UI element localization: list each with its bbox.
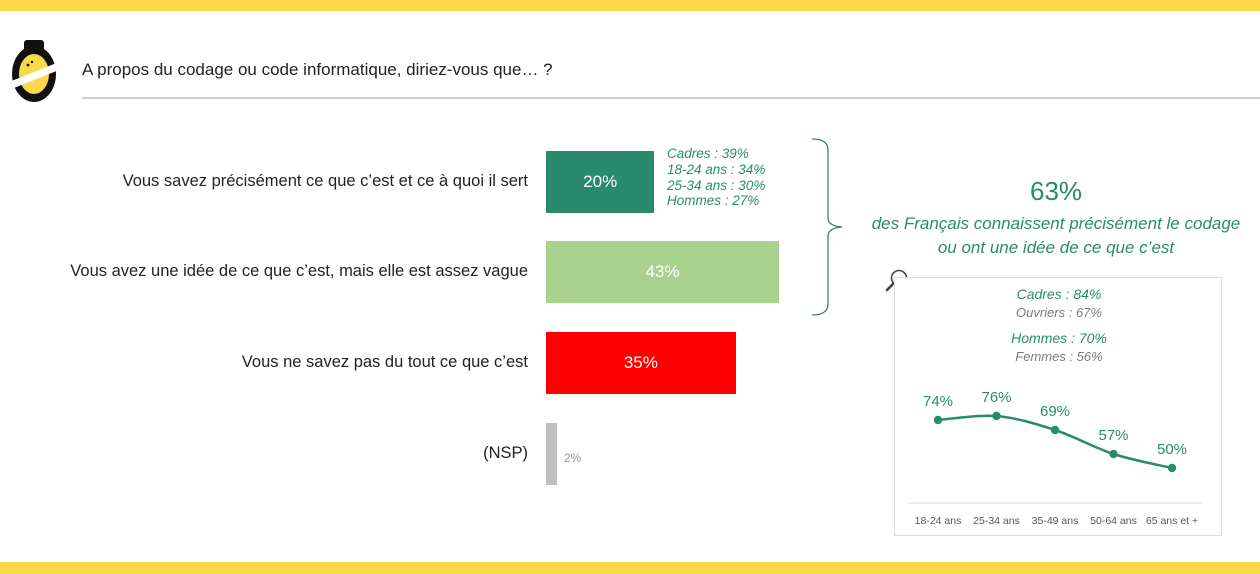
- bar-vague-idea: 43%: [546, 241, 780, 303]
- breakdown-hommes: Hommes : 70%: [1011, 330, 1107, 346]
- x-tick-label: 25-34 ans: [973, 515, 1020, 527]
- bar-annotations: Cadres : 39% 18-24 ans : 34% 25-34 ans :…: [667, 146, 765, 209]
- annotation-cadres: Cadres : 39%: [667, 146, 749, 161]
- bar-value-label: 2%: [563, 451, 582, 465]
- data-point: [1167, 463, 1177, 473]
- bar-value-label: 35%: [623, 353, 658, 372]
- data-point: [992, 411, 1001, 421]
- breakdown-femmes: Femmes : 56%: [1015, 349, 1103, 364]
- annotation-25-34: 25-34 ans : 30%: [667, 177, 766, 193]
- header-divider: [82, 97, 1260, 99]
- data-label: 76%: [981, 389, 1011, 406]
- data-label: 74%: [923, 393, 953, 410]
- x-tick-label: 65 ans et +: [1146, 515, 1198, 527]
- bar-know-precisely: 20%: [546, 151, 655, 213]
- x-tick-label: 18-24 ans: [915, 515, 962, 527]
- annotation-hommes: Hommes : 27%: [667, 193, 760, 209]
- bar-nsp: [546, 423, 557, 485]
- bar-value-label: 20%: [583, 172, 618, 191]
- data-label: 50%: [1157, 441, 1187, 458]
- bar-label: Vous savez précisément ce que c’est et c…: [122, 172, 528, 190]
- bar-label: Vous ne savez pas du tout ce que c’est: [241, 353, 528, 371]
- data-point: [933, 415, 943, 425]
- age-line-chart: 74% 18-24 ans 76% 25-34 ans 69% 35-49 ans 57% 5…: [908, 389, 1202, 527]
- bar-dont-know: 35%: [546, 332, 736, 394]
- data-label: 69%: [1040, 403, 1070, 420]
- data-point: [1109, 449, 1118, 459]
- breakdown-cadres: Cadres : 84%: [1016, 286, 1102, 302]
- summary-line-1: des Français connaissent précisément le …: [871, 214, 1241, 233]
- x-tick-label: 50-64 ans: [1090, 515, 1137, 527]
- summary-percentage: 63%: [1030, 176, 1083, 206]
- summary-text: des Français connaissent précisément le …: [852, 212, 1260, 260]
- bar-value-label: 43%: [645, 262, 680, 281]
- data-label: 57%: [1098, 427, 1128, 444]
- data-point: [1050, 425, 1060, 435]
- bottom-band: [0, 562, 1260, 574]
- summary-line-2: ou ont une idée de ce que c’est: [937, 238, 1175, 257]
- top-band: [0, 0, 1260, 11]
- page-title: A propos du codage ou code informatique,…: [82, 60, 553, 79]
- age-breakdown-box: Cadres : 84% Ouvriers : 67% Hommes : 70%…: [894, 277, 1222, 536]
- age-series-line: [937, 414, 1173, 470]
- annotation-18-24: 18-24 ans : 34%: [667, 161, 766, 177]
- logo-icon: [9, 40, 59, 102]
- bracket-icon: [811, 138, 843, 316]
- bar-label: (NSP): [483, 444, 528, 462]
- breakdown-ouvriers: Ouvriers : 67%: [1016, 305, 1102, 320]
- bar-label: Vous avez une idée de ce que c’est, mais…: [70, 262, 528, 280]
- x-tick-label: 35-49 ans: [1032, 515, 1079, 527]
